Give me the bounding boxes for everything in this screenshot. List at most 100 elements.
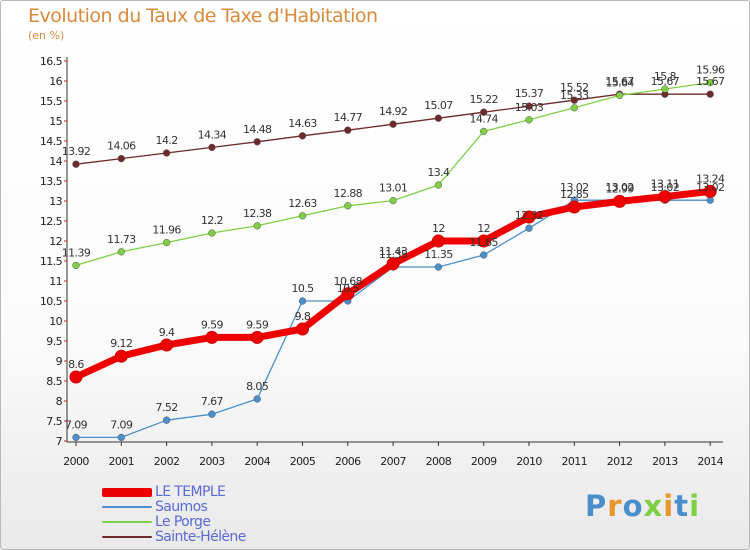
- data-point: [480, 108, 488, 116]
- legend-swatch: [102, 536, 152, 538]
- brand-logo-letter: r: [607, 489, 623, 523]
- data-point: [480, 127, 488, 136]
- data-point: [434, 181, 443, 189]
- data-point: [389, 120, 397, 128]
- y-tick-label: 9: [56, 355, 63, 368]
- data-point: [72, 160, 80, 168]
- data-label: 13.02: [696, 181, 725, 194]
- data-label: 15.52: [560, 81, 589, 94]
- y-tick-label: 11: [49, 275, 62, 288]
- x-tick-label: 2012: [607, 455, 633, 468]
- data-point: [706, 78, 714, 87]
- data-point: [253, 222, 261, 230]
- data-point: [658, 190, 672, 204]
- y-tick-label: 16: [49, 75, 62, 88]
- x-tick-label: 2004: [244, 455, 270, 468]
- data-label: 9.12: [110, 337, 132, 350]
- data-label: 10.5: [337, 282, 360, 295]
- data-label: 12.38: [243, 207, 272, 220]
- brand-logo-letter: t: [674, 489, 690, 523]
- brand-logo-letter: o: [622, 489, 644, 523]
- data-point: [162, 149, 171, 157]
- data-point: [253, 138, 261, 146]
- y-tick-label: 11.5: [40, 255, 63, 268]
- data-point: [522, 210, 536, 224]
- legend-label: Le Porge: [155, 514, 211, 530]
- x-tick-label: 2006: [335, 455, 361, 468]
- data-point: [525, 116, 533, 124]
- data-point: [160, 338, 174, 352]
- data-label: 15.96: [696, 64, 725, 77]
- data-point: [117, 154, 125, 163]
- x-tick-label: 2001: [108, 455, 134, 468]
- chart-title: Evolution du Taux de Taxe d'Habitation: [28, 5, 378, 27]
- data-point: [69, 370, 83, 384]
- data-point: [114, 349, 128, 363]
- legend-swatch: [102, 506, 152, 508]
- data-label: 7.09: [65, 418, 88, 431]
- data-point: [341, 287, 355, 301]
- data-label: 12.32: [515, 209, 544, 222]
- data-point: [477, 234, 491, 248]
- data-label: 8.05: [246, 380, 269, 393]
- data-label: 15.07: [424, 99, 453, 112]
- x-tick-label: 2008: [426, 455, 452, 468]
- data-label: 15.22: [469, 93, 498, 106]
- data-label: 13.02: [651, 181, 680, 194]
- data-label: 11.43: [379, 245, 408, 258]
- legend-label: LE TEMPLE: [155, 484, 226, 500]
- data-label: 15.33: [560, 89, 589, 102]
- data-label: 14.2: [156, 134, 178, 147]
- data-point: [298, 297, 307, 305]
- data-label: 14.74: [469, 112, 498, 125]
- brand-logo: Proxiti: [585, 489, 700, 523]
- data-point: [389, 196, 397, 205]
- data-label: 10.68: [334, 275, 363, 288]
- data-label: 12.99: [605, 182, 634, 195]
- y-tick-label: 15: [49, 115, 62, 128]
- x-tick-label: 2009: [471, 455, 497, 468]
- data-label: 11.73: [107, 233, 136, 246]
- y-tick-label: 15.5: [40, 95, 63, 108]
- data-label: 12.63: [288, 197, 317, 210]
- data-label: 13.24: [696, 172, 725, 185]
- y-tick-label: 8: [56, 395, 63, 408]
- data-point: [208, 143, 216, 152]
- data-point: [344, 202, 352, 210]
- data-label: 11.65: [469, 236, 498, 249]
- x-tick-label: 2005: [290, 455, 316, 468]
- data-point: [296, 322, 309, 336]
- data-point: [431, 234, 445, 248]
- y-tick-label: 14: [49, 155, 62, 168]
- data-point: [613, 194, 627, 208]
- data-label: 11.96: [152, 224, 181, 237]
- data-point: [205, 330, 219, 344]
- data-label: 15.67: [696, 75, 725, 88]
- x-tick-label: 2000: [63, 455, 89, 468]
- data-point: [253, 395, 261, 403]
- data-label: 14.48: [243, 123, 272, 136]
- data-label: 8.6: [68, 358, 84, 371]
- data-label: 15.03: [515, 101, 544, 114]
- data-point: [525, 224, 533, 232]
- data-label: 7.52: [156, 401, 178, 414]
- data-label: 15.67: [605, 75, 634, 88]
- y-tick-label: 9.5: [46, 335, 62, 348]
- data-point: [567, 200, 581, 214]
- data-label: 7.09: [110, 418, 133, 431]
- legend-swatch: [102, 521, 152, 523]
- data-label: 9.8: [295, 310, 311, 323]
- x-tick-label: 2010: [516, 455, 542, 468]
- data-point: [434, 114, 443, 122]
- data-label: 7.67: [201, 395, 224, 408]
- x-tick-label: 2013: [652, 455, 678, 468]
- data-point: [615, 91, 624, 100]
- y-tick-label: 13.5: [40, 175, 63, 188]
- x-tick-label: 2003: [199, 455, 225, 468]
- y-tick-label: 12.5: [40, 215, 63, 228]
- legend-swatch: [102, 487, 152, 497]
- data-point: [117, 248, 125, 256]
- y-tick-label: 7: [56, 435, 63, 448]
